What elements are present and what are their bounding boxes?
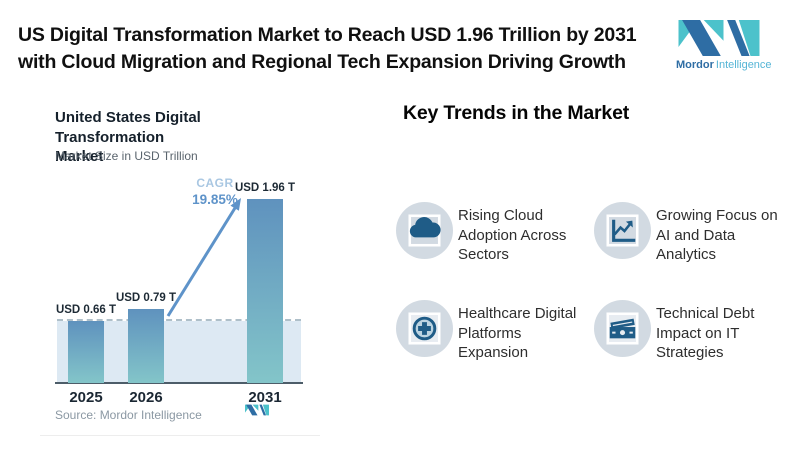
x-axis-line — [55, 382, 303, 384]
dashed-reference-line — [57, 319, 301, 321]
trend-label: Growing Focus on AI and Data Analytics — [656, 207, 778, 263]
brand-suffix: Intelligence — [715, 59, 772, 71]
cagr-annotation: CAGR 19.85% — [170, 176, 260, 207]
mordor-logo-mark — [678, 20, 760, 56]
x-tick-label: 2026 — [129, 389, 163, 406]
trend-label: Rising Cloud Adoption Across Sectors — [458, 207, 567, 263]
market-chart-card: United States Digital Transformation Mar… — [40, 100, 320, 436]
page-title-line2: with Cloud Migration and Regional Tech E… — [18, 51, 626, 73]
mordor-logo-mini — [245, 404, 269, 416]
bar-2025 — [68, 321, 104, 383]
cagr-growth-arrow — [166, 198, 241, 317]
page-title: US Digital Transformation Market to Reac… — [18, 22, 666, 76]
bar-chart-plot: CAGR 19.85% USD 0.66 T 2025 USD 0.79 T 2026… — [55, 168, 303, 406]
analytics-chart-icon — [594, 202, 651, 259]
chart-title-line2: Market — [55, 148, 104, 165]
page-title-line1: US Digital Transformation Market to Reac… — [18, 24, 637, 46]
brand-name: Mordor — [676, 59, 714, 71]
bar-value-label: USD 1.96 T — [234, 182, 296, 194]
source-text: Source: Mordor Intelligence — [55, 408, 202, 422]
cagr-label: CAGR — [196, 176, 234, 190]
trend-label: Technical Debt Impact on IT Strategies — [656, 305, 755, 361]
chart-title: United States Digital Transformation Mar… — [55, 108, 295, 167]
trends-heading: Key Trends in the Market — [403, 102, 630, 124]
bar-value-label: USD 0.66 T — [55, 304, 117, 316]
mordor-logo: Mordor Intelligence — [676, 20, 772, 71]
bar-2026 — [128, 309, 164, 383]
banknotes-icon — [594, 300, 651, 357]
mordor-logo-text: Mordor Intelligence — [676, 59, 772, 71]
chart-subtitle: Market Size in USD Trillion — [55, 149, 198, 163]
bar-value-label: USD 0.79 T — [115, 292, 177, 304]
trend-label: Healthcare Digital Platforms Expansion — [458, 305, 577, 361]
healthcare-plus-icon — [396, 300, 453, 357]
chart-source-row: Source: Mordor Intelligence — [55, 404, 305, 424]
cagr-value: 19.85% — [192, 192, 238, 207]
x-tick-label: 2031 — [248, 389, 282, 406]
bar-2031 — [247, 199, 283, 383]
chart-title-line1: United States Digital Transformation — [55, 109, 201, 146]
x-tick-label: 2025 — [69, 389, 103, 406]
cloud-icon — [396, 202, 453, 259]
